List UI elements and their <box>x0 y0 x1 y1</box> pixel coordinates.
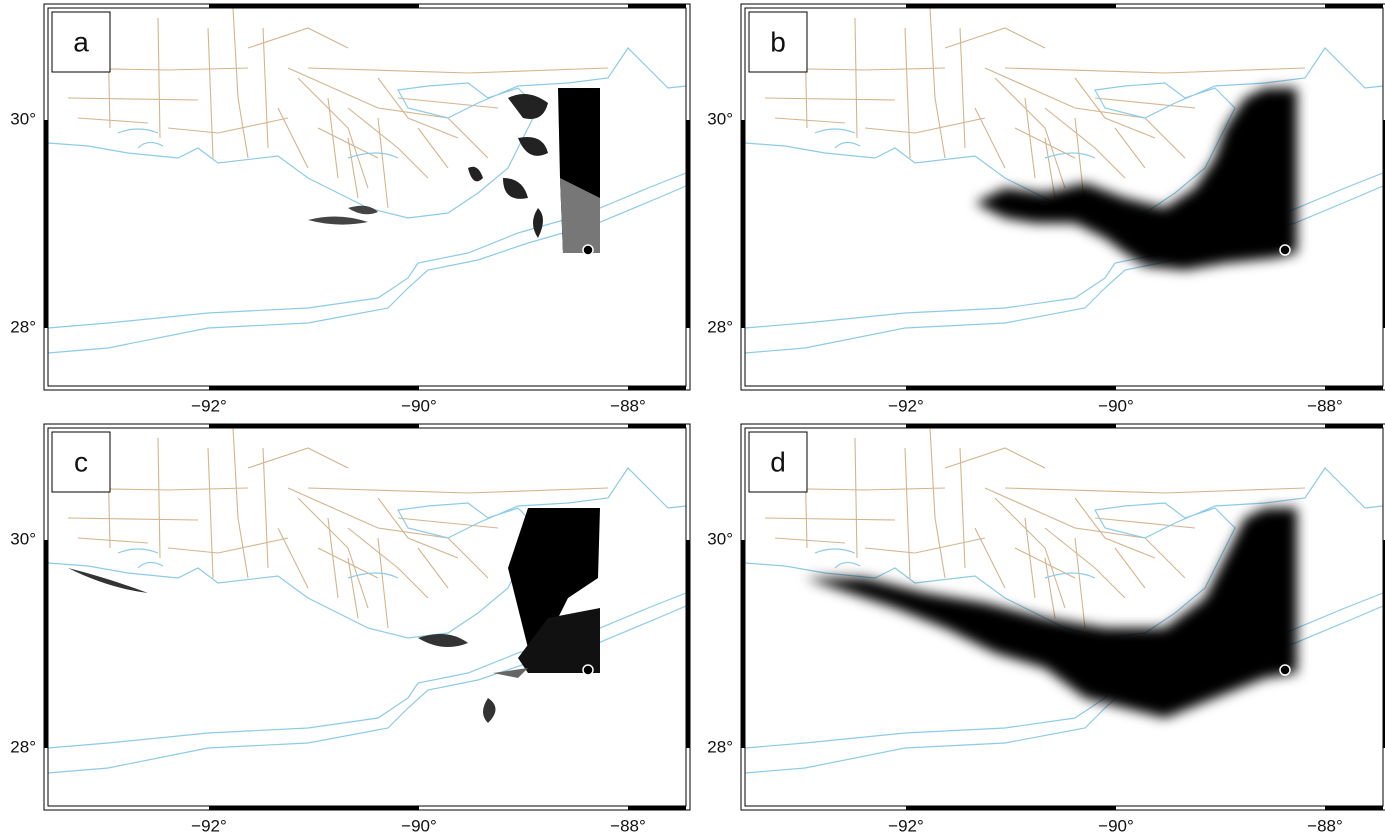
lon-label: −88° <box>1307 396 1343 415</box>
frame-bar <box>1325 4 1383 8</box>
panel-label: c <box>74 446 88 477</box>
panel-label-box <box>51 431 111 493</box>
panel-label: a <box>73 26 89 57</box>
frame-bar <box>906 386 1116 390</box>
oil-extent <box>468 94 548 238</box>
source-marker <box>1279 664 1291 676</box>
panel-label: b <box>770 26 786 57</box>
lat-label: 28° <box>707 737 733 756</box>
frame-bar <box>209 386 419 390</box>
panel-label-box <box>51 11 111 73</box>
map-panel: a 30° 28° −92° −90° −88° <box>10 3 691 415</box>
panel-label-box <box>748 431 808 493</box>
map-panel: d 30° 28° −92° −90° −88° <box>707 423 1385 835</box>
lon-label: −92° <box>888 816 924 835</box>
lat-label: 30° <box>10 109 36 128</box>
frame-bar <box>628 386 686 390</box>
oil-extent <box>308 205 378 225</box>
frame-bar <box>209 4 419 8</box>
frame-bar <box>1383 540 1385 748</box>
frame-bar <box>209 806 419 810</box>
oil-extent <box>508 508 600 648</box>
frame-bar <box>1383 120 1385 328</box>
frame-bar <box>44 540 48 748</box>
lat-label: 30° <box>707 529 733 548</box>
lon-label: −92° <box>191 396 227 415</box>
frame-bar <box>906 424 1116 428</box>
source-marker <box>1279 244 1291 256</box>
lon-label: −92° <box>191 816 227 835</box>
lon-label: −92° <box>888 396 924 415</box>
frame-bar <box>1325 386 1383 390</box>
oil-extent <box>493 668 528 678</box>
lat-label: 30° <box>707 109 733 128</box>
frame-bar <box>741 540 745 748</box>
panel-label-box <box>748 11 808 73</box>
lon-label: −90° <box>1098 396 1134 415</box>
frame-bar <box>628 424 686 428</box>
lon-label: −88° <box>610 816 646 835</box>
frame-bar <box>1325 806 1383 810</box>
source-marker <box>582 244 594 256</box>
frame-bar <box>906 4 1116 8</box>
lat-label: 28° <box>10 317 36 336</box>
map-panel: c 30° 28° −92° −90° −88° <box>10 423 691 835</box>
oil-extent <box>518 608 600 673</box>
frame-bar <box>1325 424 1383 428</box>
frame-bar <box>686 540 690 748</box>
frame-bar <box>628 4 686 8</box>
oil-extent <box>975 88 1297 270</box>
lon-label: −90° <box>1098 816 1134 835</box>
frame-bar <box>686 120 690 328</box>
lat-label: 28° <box>10 737 36 756</box>
source-marker <box>582 664 594 676</box>
lon-label: −88° <box>1307 816 1343 835</box>
lat-label: 28° <box>707 317 733 336</box>
lon-label: −90° <box>401 396 437 415</box>
frame-bar <box>906 806 1116 810</box>
frame-bar <box>209 424 419 428</box>
lon-label: −90° <box>401 816 437 835</box>
frame-bar <box>741 120 745 328</box>
lat-label: 30° <box>10 529 36 548</box>
oil-extent <box>560 178 600 253</box>
panel-label: d <box>770 446 786 477</box>
oil-extent <box>68 568 496 723</box>
frame-bar <box>44 120 48 328</box>
lon-label: −88° <box>610 396 646 415</box>
map-panel: b 30° 28° −92° −90° −88° <box>707 3 1385 415</box>
frame-bar <box>628 806 686 810</box>
oil-extent <box>805 508 1297 718</box>
